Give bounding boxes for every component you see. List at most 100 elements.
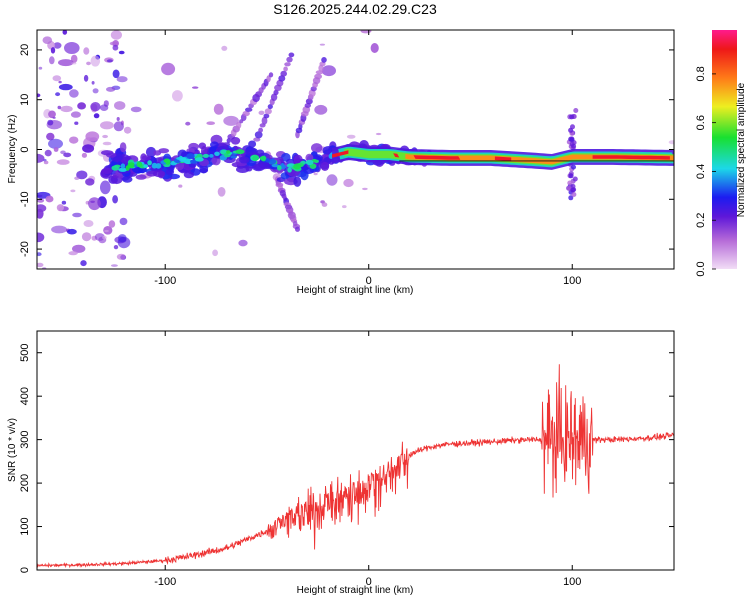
spectrogram-speckle [37, 208, 44, 219]
spectrogram-ridge-core [155, 163, 162, 169]
spectrogram-x-label: Height of straight line (km) [297, 285, 414, 296]
spectrogram-ridge-halo [311, 143, 323, 153]
spectrogram-speckle [206, 121, 215, 125]
spectrogram-speckle [113, 245, 119, 250]
spectrogram-speckle [52, 116, 56, 119]
spectrogram-speckle [88, 197, 101, 211]
spectrogram-ridge-halo [141, 155, 152, 161]
spectrogram-speckle [570, 187, 576, 193]
spectrogram-speckle [86, 61, 91, 66]
spectrogram-ridge-halo [135, 174, 147, 180]
y-tick-label: 0 [19, 146, 31, 152]
spectrogram-ridge-halo [253, 163, 265, 171]
spectrogram-speckle [668, 140, 674, 145]
spectrogram-speckle [314, 104, 328, 115]
spectrogram-speckle [185, 121, 191, 126]
snr-frame [36, 330, 675, 571]
spectrogram-chirp [286, 56, 293, 63]
spectrogram-speckle [109, 41, 119, 46]
spectrogram-speckle [50, 47, 56, 54]
spectrogram-ridge-core [125, 165, 130, 171]
spectrogram-speckle [80, 260, 87, 267]
spectrogram-speckle [570, 183, 576, 189]
spectrogram-speckle [55, 92, 61, 97]
spectrogram-speckle [567, 180, 573, 186]
chart-title: S126.2025.244.02.29.C23 [273, 1, 437, 17]
colorbar-tick-label: 0.0 [695, 261, 707, 276]
spectrogram-chirp [266, 75, 271, 83]
spectrogram-ridge-peak [494, 156, 512, 161]
spectrogram-speckle [321, 202, 328, 207]
spectrogram-speckle [118, 234, 127, 243]
spectrogram-speckle [319, 43, 325, 46]
spectrogram-ridge-core [260, 155, 267, 162]
spectrogram-ridge [100, 134, 674, 187]
spectrogram-ridge-core [165, 159, 171, 165]
spectrogram-ridge-halo [230, 137, 241, 145]
spectrogram-speckle [37, 232, 45, 243]
colorbar: 0.0 0.2 0.4 0.6 0.8 Normalized spectral ampl… [695, 30, 747, 277]
spectrogram-speckle [571, 164, 576, 170]
spectrogram-speckle [57, 105, 62, 110]
spectrogram-y-label: Frequency (Hz) [7, 115, 18, 184]
spectrogram-ridge-halo [198, 142, 207, 150]
spectrogram-speckle [217, 187, 226, 197]
spectrogram-speckle [60, 150, 66, 155]
spectrogram-speckle [99, 104, 109, 111]
spectrogram-ridge-halo [145, 146, 157, 158]
spectrogram-speckle [70, 189, 76, 193]
spectrogram-speckle [58, 83, 73, 91]
spectrogram-speckle [90, 102, 101, 112]
spectrogram-speckle [61, 200, 67, 205]
spectrogram-speckle [342, 205, 347, 209]
spectrogram-chirp [321, 57, 327, 63]
spectrogram-ridge-peak [413, 155, 461, 160]
spectrogram-ridge-halo [101, 167, 113, 174]
spectrogram-speckle [56, 204, 64, 212]
spectrogram-speckle [56, 159, 70, 165]
spectrogram-chirp [268, 72, 274, 78]
spectrogram-chirp [258, 127, 263, 133]
spectrogram-speckle [68, 251, 78, 256]
spectrogram-speckle [45, 195, 54, 203]
spectrogram-speckle [37, 93, 41, 98]
spectrogram-speckle [212, 249, 219, 257]
spectrogram-ridge-core [268, 158, 277, 165]
spectrogram-ridge-core [120, 163, 126, 169]
spectrogram-speckle [49, 56, 55, 65]
spectrogram-speckle [192, 86, 199, 89]
y-tick-label: 400 [19, 387, 31, 405]
spectrogram-ridge-core [252, 155, 259, 162]
spectrogram-speckle [116, 76, 128, 83]
spectrogram-speckle [258, 110, 265, 116]
spectrogram-ridge-halo [286, 158, 295, 165]
spectrogram-y-ticks: -20 -10 0 10 20 [19, 44, 674, 257]
spectrogram-speckle [119, 217, 128, 226]
y-tick-label: 0 [19, 567, 31, 573]
spectrogram-ridge-core [143, 164, 149, 168]
y-tick-label: 500 [19, 344, 31, 362]
spectrogram-speckle [362, 187, 368, 191]
spectrogram-ridge-core [186, 153, 195, 159]
spectrogram-ridge-halo [210, 141, 219, 148]
spectrogram-speckle [102, 134, 108, 139]
y-tick-label: 200 [19, 474, 31, 492]
y-tick-label: -10 [19, 191, 31, 207]
colorbar-tick-label: 0.8 [695, 66, 707, 81]
spectrogram-speckle [123, 126, 132, 134]
spectrogram-speckle [83, 220, 94, 227]
spectrogram-speckle [110, 30, 122, 40]
spectrogram-speckle [82, 144, 95, 153]
x-tick-label: 0 [366, 576, 372, 588]
x-tick-label: 100 [563, 576, 581, 588]
spectrogram-chirp [284, 62, 291, 67]
spectrogram-speckle [346, 134, 356, 139]
spectrogram-ridge-halo [248, 140, 257, 148]
spectrogram-chirp [273, 89, 279, 96]
spectrogram-speckle [93, 113, 100, 119]
spectrogram-ridge-halo [293, 176, 302, 187]
snr-x-label: Height of straight line (km) [297, 585, 414, 596]
spectrogram-ridge-halo [183, 171, 195, 179]
spectrogram-speckle [360, 30, 372, 34]
colorbar-tick-label: 0.2 [695, 213, 707, 228]
